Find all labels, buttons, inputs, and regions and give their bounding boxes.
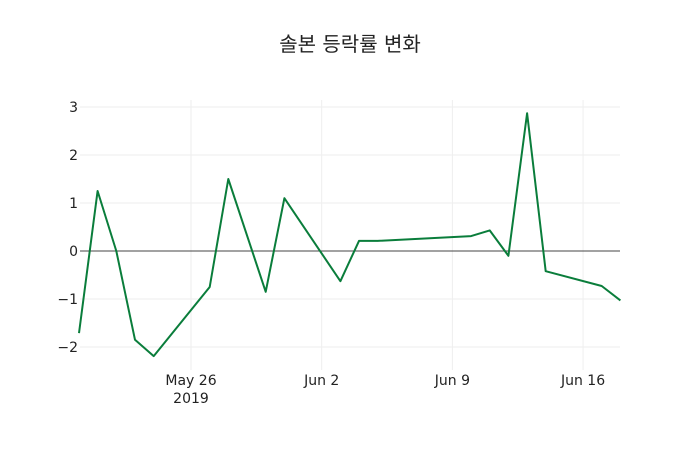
x-tick-year-label: 2019: [173, 391, 209, 407]
y-tick-label: −2: [57, 340, 78, 356]
x-tick-label: Jun 16: [560, 373, 605, 389]
x-axis: May 26 2019 Jun 2 Jun 9 Jun 16: [165, 373, 605, 407]
x-tick-label: May 26: [165, 373, 216, 389]
gridlines: [80, 100, 620, 370]
x-tick-label: Jun 9: [434, 373, 470, 389]
x-tick-label: Jun 2: [303, 373, 339, 389]
y-tick-label: 1: [69, 196, 78, 212]
series-line: [78, 112, 622, 358]
y-tick-label: 3: [69, 100, 78, 116]
chart-title: 솔본 등락률 변화: [279, 32, 421, 56]
y-tick-label: −1: [57, 292, 78, 308]
y-tick-label: 2: [69, 148, 78, 164]
y-axis: 3 2 1 0 −1 −2: [57, 100, 78, 356]
y-tick-label: 0: [69, 244, 78, 260]
